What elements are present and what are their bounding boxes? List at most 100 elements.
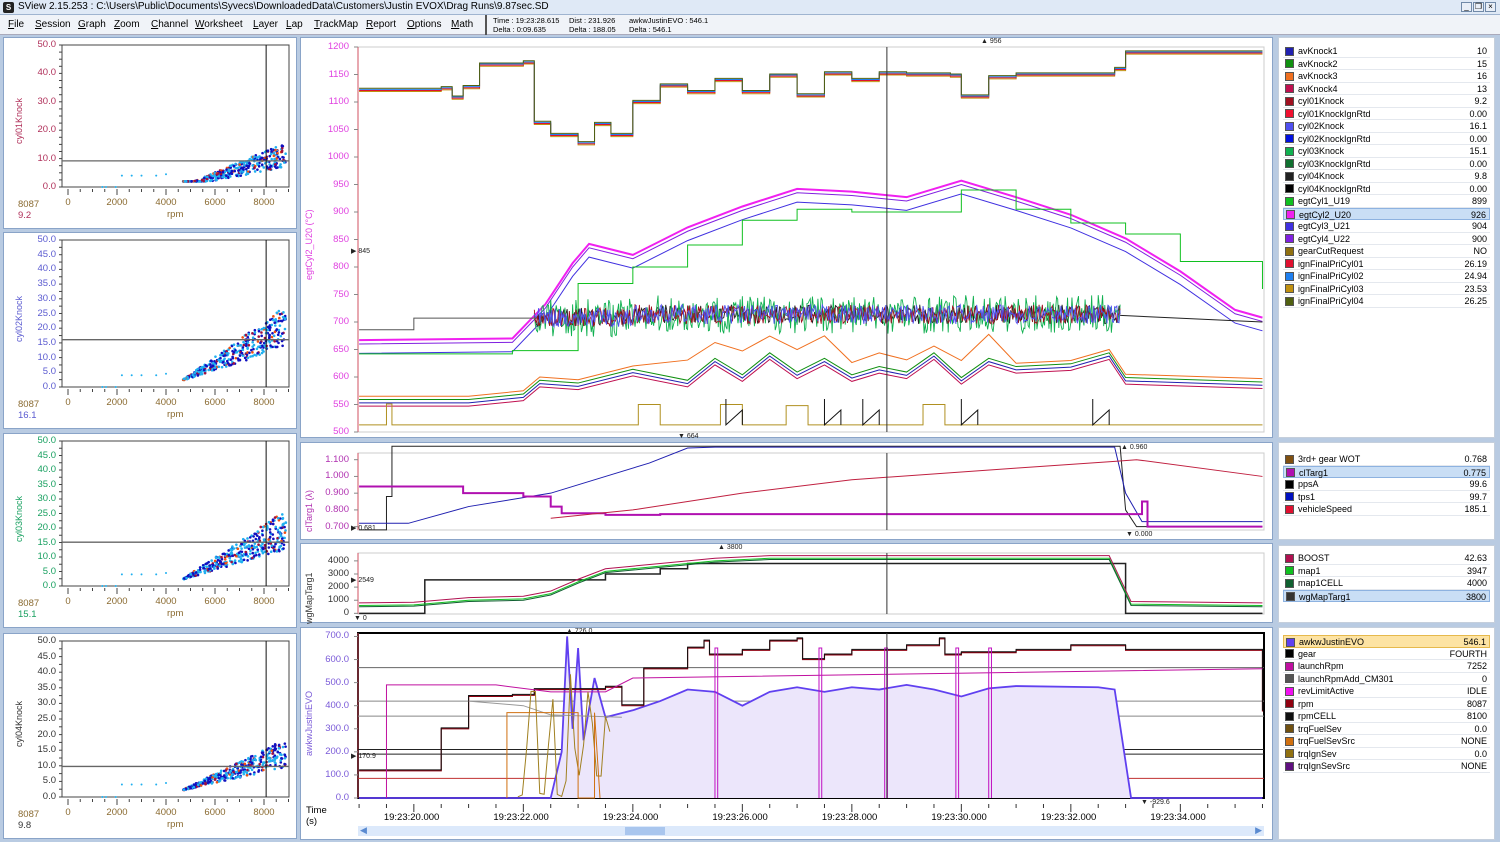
scatter-point: [271, 533, 275, 536]
restore-icon[interactable]: ❐: [1473, 2, 1484, 12]
legend-row-cyl02Knock[interactable]: cyl02Knock 16.1: [1283, 120, 1490, 133]
legend-row-cyl01KnockIgnRtd[interactable]: cyl01KnockIgnRtd 0.00: [1283, 108, 1490, 120]
legend-row-cyl03Knock[interactable]: cyl03Knock 15.1: [1283, 145, 1490, 158]
menu-lap[interactable]: Lap: [286, 19, 303, 30]
scatter-point: [252, 535, 255, 538]
scatter-point: [254, 532, 258, 536]
menu-session[interactable]: Session: [35, 19, 71, 30]
channel-value: NO: [1473, 246, 1488, 256]
color-swatch: [1286, 592, 1295, 601]
legend-row-map1[interactable]: map1 3947: [1283, 565, 1490, 577]
legend-row-launchRpmAdd_CM301[interactable]: launchRpmAdd_CM301 0: [1283, 673, 1490, 685]
scatter-point: [280, 513, 284, 516]
scatter-point: [114, 585, 117, 587]
legend-row-trqIgnSev[interactable]: trqIgnSev 0.0: [1283, 748, 1490, 760]
legend-row-trqFuelSev[interactable]: trqFuelSev 0.0: [1283, 723, 1490, 735]
scatter-point: [232, 343, 236, 347]
legend-row-map1CELL[interactable]: map1CELL 4000: [1283, 577, 1490, 590]
legend-row-egtCyl3_U21[interactable]: egtCyl3_U21 904: [1283, 220, 1490, 233]
x-tick-label: 0: [65, 197, 71, 208]
y-axis-label: clTarg1 (λ): [304, 489, 314, 532]
menu-options[interactable]: Options: [407, 19, 442, 30]
y-tick-label: 40.0: [37, 464, 57, 475]
scatter-point: [243, 356, 247, 360]
legend-row-gear[interactable]: gear FOURTH: [1283, 648, 1490, 660]
scatter-point: [270, 544, 274, 547]
menu-file[interactable]: File: [8, 19, 25, 30]
scroll-left-arrow-icon[interactable]: ◀: [360, 825, 367, 835]
legend-row-cyl02KnockIgnRtd[interactable]: cyl02KnockIgnRtd 0.00: [1283, 133, 1490, 145]
y-tick-label: 1.100: [325, 453, 349, 465]
menu-graph[interactable]: Graph: [78, 19, 106, 30]
legend-row-cyl03KnockIgnRtd[interactable]: cyl03KnockIgnRtd 0.00: [1283, 158, 1490, 170]
menu-channel[interactable]: Channel: [151, 19, 189, 30]
legend-row-trqIgnSevSrc[interactable]: trqIgnSevSrc NONE: [1283, 760, 1490, 773]
legend-row-trqFuelSevSrc[interactable]: trqFuelSevSrc NONE: [1283, 735, 1490, 748]
scatter-point: [237, 359, 240, 362]
horizontal-scrollbar[interactable]: ◀ ▶: [358, 825, 1264, 836]
color-swatch: [1285, 492, 1294, 501]
legend-row-ignFinalPriCyl01[interactable]: ignFinalPriCyl01 26.19: [1283, 258, 1490, 270]
menu-worksheet[interactable]: Worksheet: [195, 19, 243, 30]
legend-row-ignFinalPriCyl02[interactable]: ignFinalPriCyl02 24.94: [1283, 270, 1490, 283]
scatter-point: [196, 367, 199, 371]
legend-row-cyl04KnockIgnRtd[interactable]: cyl04KnockIgnRtd 0.00: [1283, 183, 1490, 195]
y-tick-label: 0.0: [42, 381, 56, 392]
color-swatch: [1285, 221, 1294, 231]
scatter-point: [241, 336, 244, 339]
triangle-up-icon: ▲: [981, 38, 990, 45]
legend-row-ignFinalPriCyl03[interactable]: ignFinalPriCyl03 23.53: [1283, 283, 1490, 295]
menu-trackmap[interactable]: TrackMap: [314, 19, 359, 30]
close-icon[interactable]: ×: [1485, 2, 1496, 12]
legend-row-avKnock3[interactable]: avKnock3 16: [1283, 70, 1490, 83]
minimize-icon[interactable]: _: [1461, 2, 1472, 12]
scatter-point: [278, 549, 281, 553]
legend-row-egtCyl2_U20[interactable]: egtCyl2_U20 926: [1283, 207, 1490, 220]
legend-row-avKnock1[interactable]: avKnock1 10: [1283, 45, 1490, 58]
color-swatch: [1285, 284, 1294, 293]
scatter-point: [276, 151, 279, 155]
legend-row-vehicleSpeed[interactable]: vehicleSpeed 185.1: [1283, 503, 1490, 516]
legend-row-3rd+ gear WOT[interactable]: 3rd+ gear WOT 0.768: [1283, 453, 1490, 466]
scatter-point: [236, 344, 239, 348]
avknock-trace: [359, 352, 1263, 401]
legend-row-ignFinalPriCyl04[interactable]: ignFinalPriCyl04 26.25: [1283, 295, 1490, 308]
scatter-point: [253, 170, 257, 173]
menu-math[interactable]: Math: [451, 19, 474, 30]
legend-row-tps1[interactable]: tps1 99.7: [1283, 491, 1490, 503]
legend-row-egtCyl4_U22[interactable]: egtCyl4_U22 900: [1283, 233, 1490, 245]
legend-row-launchRpm[interactable]: launchRpm 7252: [1283, 660, 1490, 673]
menu-report[interactable]: Report: [366, 19, 397, 30]
scroll-thumb[interactable]: [625, 827, 665, 835]
legend-row-awkwJustinEVO[interactable]: awkwJustinEVO 546.1: [1283, 635, 1490, 648]
legend-row-BOOST[interactable]: BOOST 42.63: [1283, 552, 1490, 565]
legend-row-rpmCELL[interactable]: rpmCELL 8100: [1283, 710, 1490, 723]
scatter-point: [231, 776, 235, 780]
scroll-right-arrow-icon[interactable]: ▶: [1255, 825, 1262, 835]
scatter-point: [220, 555, 223, 559]
legend-row-rpm[interactable]: rpm 8087: [1283, 698, 1490, 710]
menu-layer[interactable]: Layer: [253, 19, 279, 30]
legend-row-ppsA[interactable]: ppsA 99.6: [1283, 478, 1490, 491]
legend-row-wgMapTarg1[interactable]: wgMapTarg1 3800: [1283, 589, 1490, 602]
legend-row-cyl04Knock[interactable]: cyl04Knock 9.8: [1283, 170, 1490, 183]
legend-row-cyl01Knock[interactable]: cyl01Knock 9.2: [1283, 95, 1490, 108]
scatter-point: [254, 537, 258, 541]
legend-row-revLimitActive[interactable]: revLimitActive IDLE: [1283, 685, 1490, 698]
scatter-point: [278, 324, 282, 327]
legend-row-avKnock2[interactable]: avKnock2 15: [1283, 58, 1490, 70]
cltarg-trace: [359, 485, 1263, 528]
legend-row-avKnock4[interactable]: avKnock4 13: [1283, 83, 1490, 95]
x-axis-label: rpm: [167, 409, 184, 420]
scatter-point: [281, 155, 284, 159]
scatter-point: [268, 165, 272, 169]
y-tick-label: 45.0: [37, 650, 57, 662]
legend-row-gearCutRequest[interactable]: gearCutRequest NO: [1283, 245, 1490, 258]
scatter-point: [224, 561, 228, 565]
channel-name: vehicleSpeed: [1298, 504, 1353, 514]
scatter-point: [281, 344, 284, 348]
scatter-point: [223, 357, 226, 360]
menu-zoom[interactable]: Zoom: [114, 19, 140, 30]
legend-row-clTarg1[interactable]: clTarg1 0.775: [1283, 465, 1490, 478]
legend-row-egtCyl1_U19[interactable]: egtCyl1_U19 899: [1283, 195, 1490, 208]
